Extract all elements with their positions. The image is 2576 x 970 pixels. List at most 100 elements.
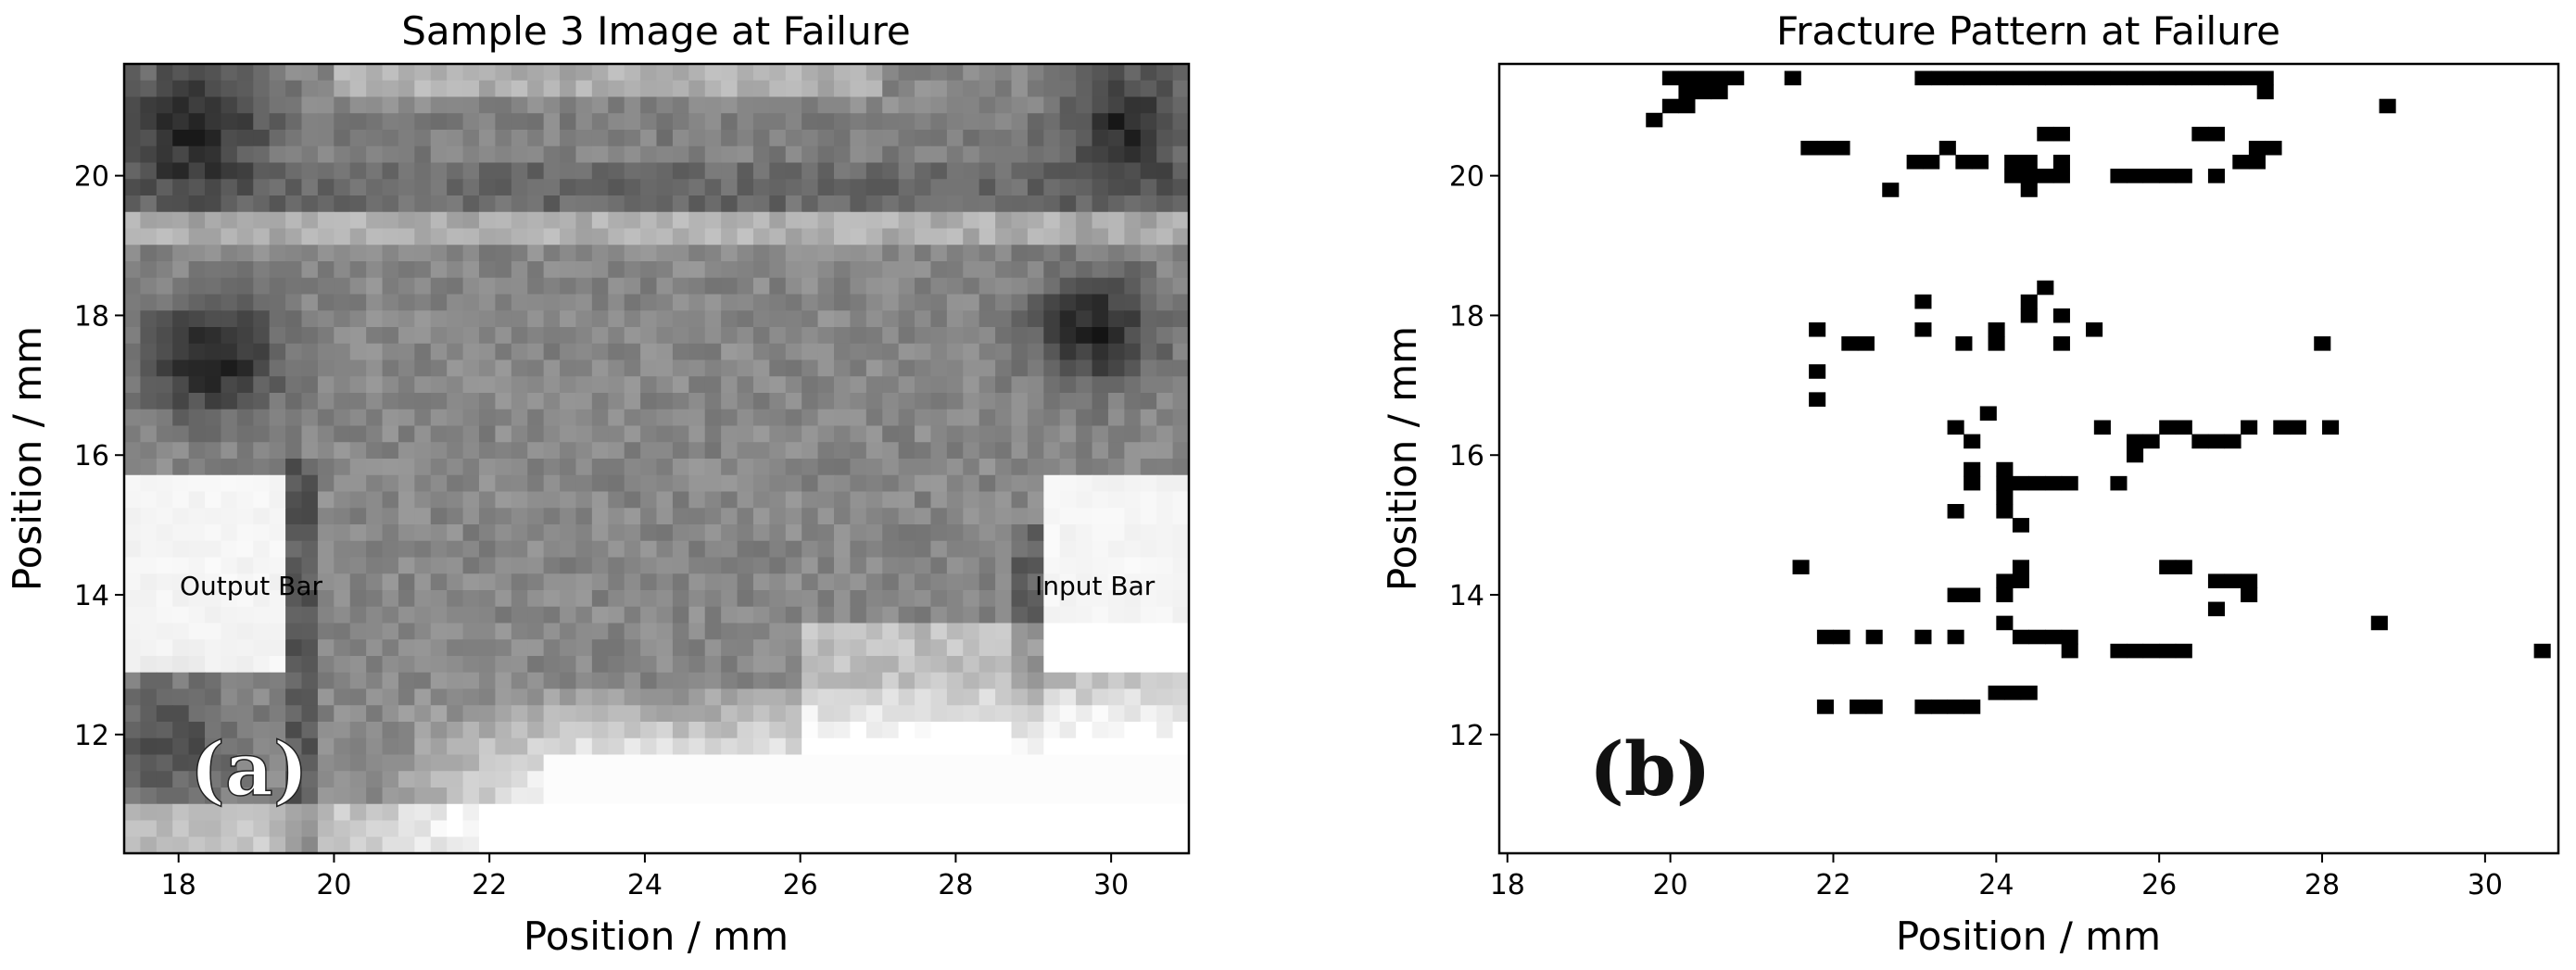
- image-pixel: [1076, 327, 1093, 345]
- image-pixel: [688, 540, 706, 559]
- image-pixel: [704, 606, 722, 624]
- image-pixel: [688, 162, 706, 180]
- image-pixel: [269, 393, 286, 410]
- image-pixel: [1124, 803, 1142, 822]
- image-pixel: [285, 557, 303, 574]
- image-pixel: [752, 327, 770, 345]
- image-pixel: [317, 606, 335, 624]
- image-pixel: [269, 310, 286, 328]
- image-pixel: [721, 294, 739, 311]
- image-pixel: [543, 688, 561, 706]
- image-pixel: [640, 754, 658, 772]
- image-pixel: [447, 540, 464, 559]
- image-pixel: [656, 573, 674, 591]
- image-pixel: [656, 459, 674, 476]
- image-pixel: [1043, 639, 1061, 657]
- image-pixel: [898, 590, 915, 608]
- image-pixel: [511, 672, 528, 690]
- image-pixel: [430, 590, 448, 608]
- image-pixel: [349, 376, 367, 394]
- image-pixel: [495, 359, 512, 377]
- image-pixel: [963, 837, 980, 853]
- image-pixel: [704, 179, 722, 196]
- image-pixel: [898, 96, 915, 114]
- fracture-cell: [1947, 70, 1964, 86]
- image-pixel: [543, 162, 561, 180]
- image-pixel: [882, 672, 900, 690]
- fracture-cell: [1800, 140, 1818, 156]
- image-pixel: [349, 803, 367, 822]
- image-pixel: [188, 737, 206, 756]
- image-pixel: [752, 195, 770, 213]
- image-pixel: [382, 787, 399, 805]
- fracture-cell: [1711, 84, 1728, 100]
- fracture-cell: [1964, 461, 1981, 477]
- image-pixel: [1140, 245, 1157, 262]
- image-pixel: [1156, 737, 1174, 756]
- image-pixel: [382, 162, 399, 180]
- image-pixel: [349, 179, 367, 196]
- image-pixel: [802, 820, 819, 838]
- image-pixel: [930, 179, 948, 196]
- image-pixel: [269, 623, 286, 640]
- image-pixel: [946, 508, 964, 525]
- image-pixel: [124, 277, 142, 296]
- image-pixel: [430, 80, 448, 98]
- image-pixel: [1011, 820, 1029, 838]
- image-pixel: [672, 211, 689, 230]
- image-pixel: [737, 80, 754, 98]
- image-pixel: [737, 606, 754, 624]
- image-pixel: [301, 442, 319, 460]
- image-pixel: [156, 820, 173, 838]
- image-pixel: [769, 376, 787, 394]
- image-pixel: [1156, 672, 1174, 690]
- image-pixel: [979, 837, 996, 853]
- image-pixel: [915, 688, 932, 706]
- image-pixel: [898, 491, 915, 509]
- image-pixel: [608, 573, 625, 591]
- image-pixel: [366, 474, 384, 493]
- image-pixel: [769, 245, 787, 262]
- image-pixel: [1107, 623, 1125, 640]
- image-pixel: [1011, 508, 1029, 525]
- image-pixel: [430, 606, 448, 624]
- image-pixel: [640, 261, 658, 279]
- image-pixel: [898, 722, 915, 739]
- image-pixel: [785, 425, 802, 443]
- image-pixel: [817, 179, 835, 196]
- image-pixel: [543, 261, 561, 279]
- image-pixel: [575, 573, 593, 591]
- image-pixel: [946, 820, 964, 838]
- image-pixel: [769, 130, 787, 147]
- fracture-cell: [2012, 560, 2029, 574]
- image-pixel: [785, 409, 802, 427]
- image-pixel: [1172, 310, 1189, 328]
- image-pixel: [1124, 425, 1142, 443]
- image-pixel: [802, 294, 819, 311]
- image-pixel: [301, 64, 319, 82]
- image-pixel: [898, 540, 915, 559]
- image-pixel: [656, 524, 674, 542]
- fracture-cell: [1964, 434, 1981, 449]
- image-pixel: [479, 672, 497, 690]
- image-pixel: [1011, 771, 1029, 788]
- image-pixel: [253, 96, 271, 114]
- image-pixel: [188, 722, 206, 739]
- image-pixel: [1043, 96, 1061, 114]
- image-pixel: [575, 294, 593, 311]
- image-pixel: [479, 623, 497, 640]
- image-pixel: [721, 474, 739, 493]
- image-pixel: [462, 195, 480, 213]
- image-pixel: [172, 145, 190, 164]
- image-pixel: [688, 343, 706, 361]
- image-pixel: [253, 113, 271, 131]
- image-pixel: [1011, 540, 1029, 559]
- image-pixel: [1107, 672, 1125, 690]
- image-pixel: [349, 459, 367, 476]
- image-pixel: [462, 803, 480, 822]
- image-pixel: [140, 228, 158, 246]
- image-pixel: [1140, 294, 1157, 311]
- image-pixel: [1140, 113, 1157, 131]
- image-pixel: [334, 754, 351, 772]
- image-pixel: [1107, 294, 1125, 311]
